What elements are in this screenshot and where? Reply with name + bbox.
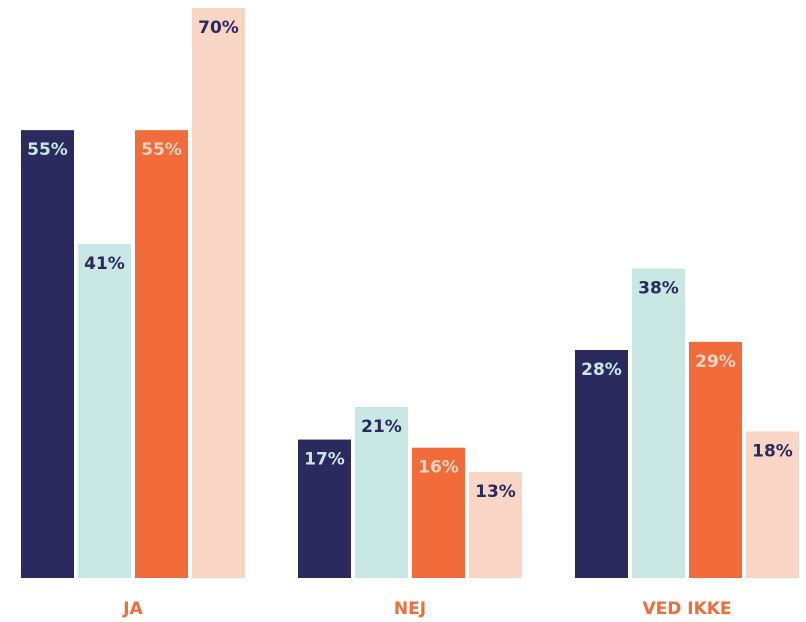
bar: [632, 268, 685, 578]
value-label: 38%: [638, 279, 679, 299]
bar: [689, 341, 742, 578]
value-label: 70%: [198, 18, 239, 38]
category-label: VED IKKE: [642, 599, 731, 619]
bar: [412, 447, 465, 578]
value-label: 28%: [581, 360, 622, 380]
bar: [135, 130, 188, 578]
value-label: 17%: [304, 450, 345, 470]
bar: [746, 431, 799, 578]
value-label: 29%: [695, 352, 736, 372]
bar: [355, 407, 408, 578]
value-label: 41%: [84, 254, 125, 274]
value-label: 55%: [141, 140, 182, 160]
bar: [192, 8, 245, 578]
category-label: JA: [122, 599, 143, 619]
value-label: 18%: [752, 441, 793, 461]
value-label: 21%: [361, 417, 402, 437]
value-label: 13%: [475, 482, 516, 502]
bar: [469, 472, 522, 578]
category-label: NEJ: [394, 599, 426, 619]
value-label: 16%: [418, 458, 459, 478]
bar: [575, 350, 628, 578]
value-label: 55%: [27, 140, 68, 160]
bar: [78, 244, 131, 578]
bar: [21, 130, 74, 578]
bar: [298, 439, 351, 578]
